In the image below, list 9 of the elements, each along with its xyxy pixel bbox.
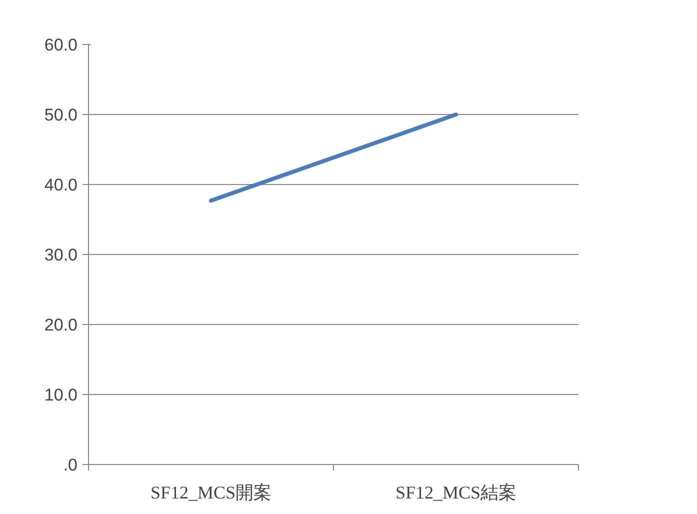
x-tick-label: SF12_MCS結案 <box>395 482 517 502</box>
y-tick-label: 50.0 <box>44 106 78 124</box>
y-tick-label: 30.0 <box>44 246 78 264</box>
y-tick-label: 10.0 <box>44 386 78 404</box>
y-tick-label: 60.0 <box>44 36 78 54</box>
x-tick-label: SF12_MCS開案 <box>150 482 272 502</box>
y-tick-label: 20.0 <box>44 316 78 334</box>
y-tick-label: .0 <box>63 456 78 474</box>
y-tick-label: 40.0 <box>44 176 78 194</box>
